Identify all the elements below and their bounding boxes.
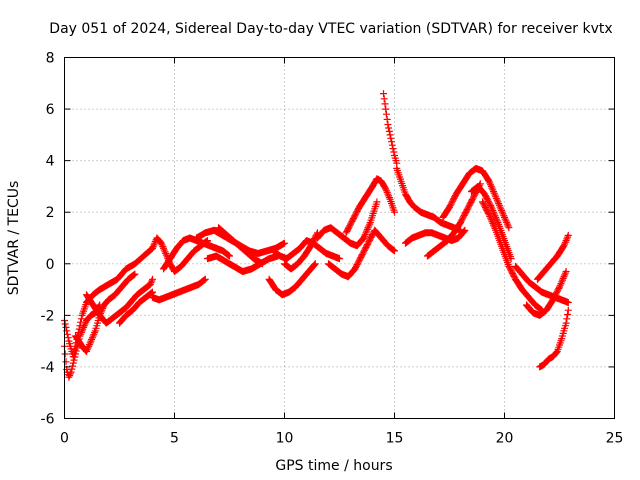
series-sat-k — [215, 224, 266, 268]
y-tick-label: 8 — [46, 51, 55, 67]
y-tick-label: -4 — [41, 360, 55, 376]
data-point-marks — [281, 229, 321, 273]
x-tick-label: 20 — [496, 431, 514, 447]
x-tick-label: 10 — [276, 431, 294, 447]
series-sat-ab — [534, 231, 572, 283]
data-point-marks — [204, 252, 282, 275]
y-tick-label: 0 — [46, 257, 55, 273]
series-sat-p — [325, 226, 398, 281]
series-sat-q — [342, 175, 398, 237]
data-point-marks — [479, 198, 546, 314]
plot-frame — [64, 57, 615, 419]
y-tick-label: 4 — [46, 154, 55, 170]
series-sat-u — [424, 180, 484, 260]
y-axis-label: SDTVAR / TECUs — [6, 181, 22, 296]
data-point-marks — [265, 260, 319, 299]
series-sat-e — [116, 288, 156, 327]
data-point-marks — [380, 90, 401, 167]
x-tick-label: 5 — [170, 431, 179, 447]
data-points — [61, 90, 572, 381]
series-sat-x — [479, 198, 546, 314]
series-sat-d — [83, 275, 156, 327]
data-point-marks — [72, 270, 139, 355]
data-point-marks — [523, 268, 570, 319]
data-point-marks — [534, 231, 572, 283]
series-sat-aa — [536, 306, 572, 371]
x-tick-label: 25 — [606, 431, 624, 447]
series-sat-h — [160, 234, 233, 273]
series-sat-v — [439, 164, 513, 232]
data-point-marks — [536, 306, 572, 371]
data-point-marks — [116, 288, 156, 327]
y-tick-label: -6 — [41, 412, 55, 428]
x-tick-label: 0 — [60, 431, 69, 447]
chart-title: Day 051 of 2024, Sidereal Day-to-day VTE… — [49, 21, 612, 37]
series-sat-l — [265, 260, 319, 299]
series-sat-j — [204, 252, 282, 275]
data-point-marks — [342, 175, 398, 237]
x-tick-label: 15 — [386, 431, 404, 447]
series-sat-f — [149, 275, 209, 304]
data-point-marks — [325, 226, 398, 281]
data-point-marks — [424, 180, 484, 260]
series-sat-w — [468, 182, 515, 263]
y-tick-label: 6 — [46, 102, 55, 118]
data-point-marks — [314, 198, 381, 250]
data-point-marks — [402, 226, 469, 247]
y-tick-label: -2 — [41, 308, 55, 324]
axes: 0 5 10 15 20 25 -6 -4 -2 0 2 4 6 8 — [41, 51, 624, 447]
series-sat-c — [72, 270, 139, 355]
data-point-marks — [160, 234, 233, 273]
x-axis-label: GPS time / hours — [275, 458, 392, 474]
series-sat-t — [402, 226, 469, 247]
data-point-marks — [215, 224, 266, 268]
data-point-marks — [83, 275, 156, 327]
series-sat-r — [380, 90, 401, 167]
data-point-marks — [439, 164, 513, 232]
data-point-marks — [149, 275, 209, 304]
y-tick-label: 2 — [46, 205, 55, 221]
series-sat-z — [523, 268, 570, 319]
series-sat-n — [281, 229, 321, 273]
data-point-marks — [468, 182, 515, 263]
series-sat-o — [314, 198, 381, 250]
